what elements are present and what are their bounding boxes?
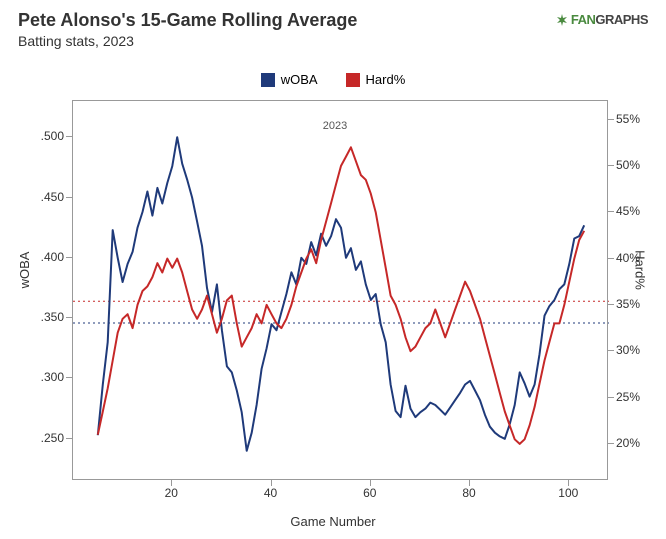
legend-swatch: [261, 73, 275, 87]
fangraphs-logo: FANGRAPHS: [555, 12, 648, 27]
chart-subtitle: Batting stats, 2023: [18, 33, 648, 49]
plot-area: [72, 100, 608, 480]
tick-label: .500: [41, 129, 64, 143]
x-tick: [469, 480, 470, 486]
y-left-axis-label: wOBA: [17, 251, 32, 288]
tick-label: .250: [41, 431, 64, 445]
x-tick: [568, 480, 569, 486]
tick-label: .450: [41, 190, 64, 204]
y-left-tick: [66, 377, 72, 378]
x-axis-label: Game Number: [290, 514, 375, 529]
tick-label: 60: [363, 486, 376, 500]
tick-label: 20%: [616, 436, 640, 450]
x-tick: [271, 480, 272, 486]
tick-label: 25%: [616, 390, 640, 404]
y-left-tick: [66, 197, 72, 198]
legend-item: Hard%: [346, 72, 406, 87]
legend-swatch: [346, 73, 360, 87]
legend-label: Hard%: [366, 72, 406, 87]
tick-label: 100: [558, 486, 578, 500]
y-right-tick: [608, 119, 614, 120]
chart-title: Pete Alonso's 15-Game Rolling Average: [18, 10, 648, 31]
tick-label: 40: [264, 486, 277, 500]
legend-item: wOBA: [261, 72, 318, 87]
tick-label: .400: [41, 250, 64, 264]
series-annotation: 2023: [323, 120, 347, 132]
y-left-tick: [66, 257, 72, 258]
y-right-tick: [608, 397, 614, 398]
tick-label: 80: [462, 486, 475, 500]
tick-label: .300: [41, 370, 64, 384]
x-tick: [171, 480, 172, 486]
y-right-tick: [608, 443, 614, 444]
y-left-tick: [66, 136, 72, 137]
tick-label: 50%: [616, 158, 640, 172]
y-right-tick: [608, 350, 614, 351]
tick-label: 20: [165, 486, 178, 500]
tick-label: .350: [41, 310, 64, 324]
chart-svg: [73, 101, 609, 481]
y-left-tick: [66, 438, 72, 439]
tick-label: 40%: [616, 251, 640, 265]
y-right-tick: [608, 304, 614, 305]
y-right-tick: [608, 165, 614, 166]
logo-icon: [555, 13, 569, 27]
y-right-tick: [608, 258, 614, 259]
y-left-tick: [66, 317, 72, 318]
y-right-tick: [608, 211, 614, 212]
legend: wOBA Hard%: [0, 72, 666, 92]
legend-label: wOBA: [281, 72, 318, 87]
x-tick: [370, 480, 371, 486]
tick-label: 45%: [616, 204, 640, 218]
tick-label: 35%: [616, 297, 640, 311]
tick-label: 55%: [616, 112, 640, 126]
tick-label: 30%: [616, 343, 640, 357]
